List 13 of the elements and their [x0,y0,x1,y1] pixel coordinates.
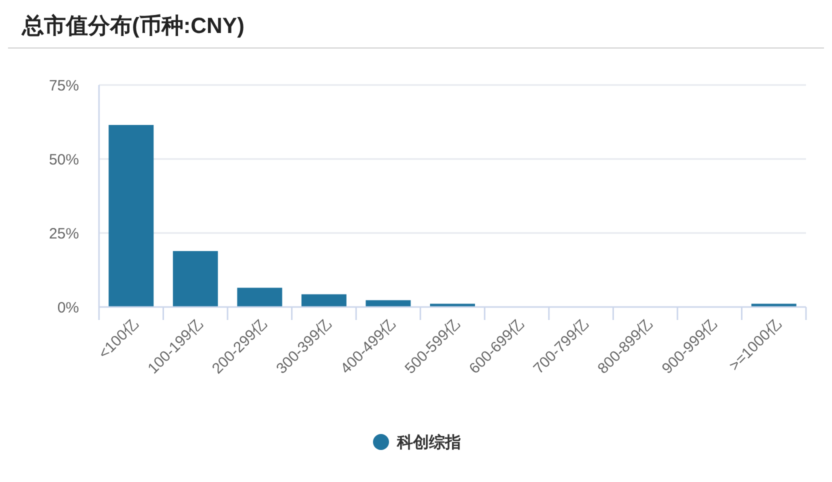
y-tick-label: 50% [48,151,79,168]
y-tick-label: 75% [48,77,79,94]
bar [172,251,218,307]
y-tick-label: 25% [48,225,79,242]
y-tick-label: 0% [57,299,79,316]
bar [430,304,475,307]
bar [108,124,154,307]
bar [237,288,282,307]
bar [751,304,796,307]
legend-label: 科创综指 [396,434,461,452]
chart-title: 总市值分布(币种:CNY) [21,13,244,38]
bar [366,300,411,307]
bar [301,294,346,307]
